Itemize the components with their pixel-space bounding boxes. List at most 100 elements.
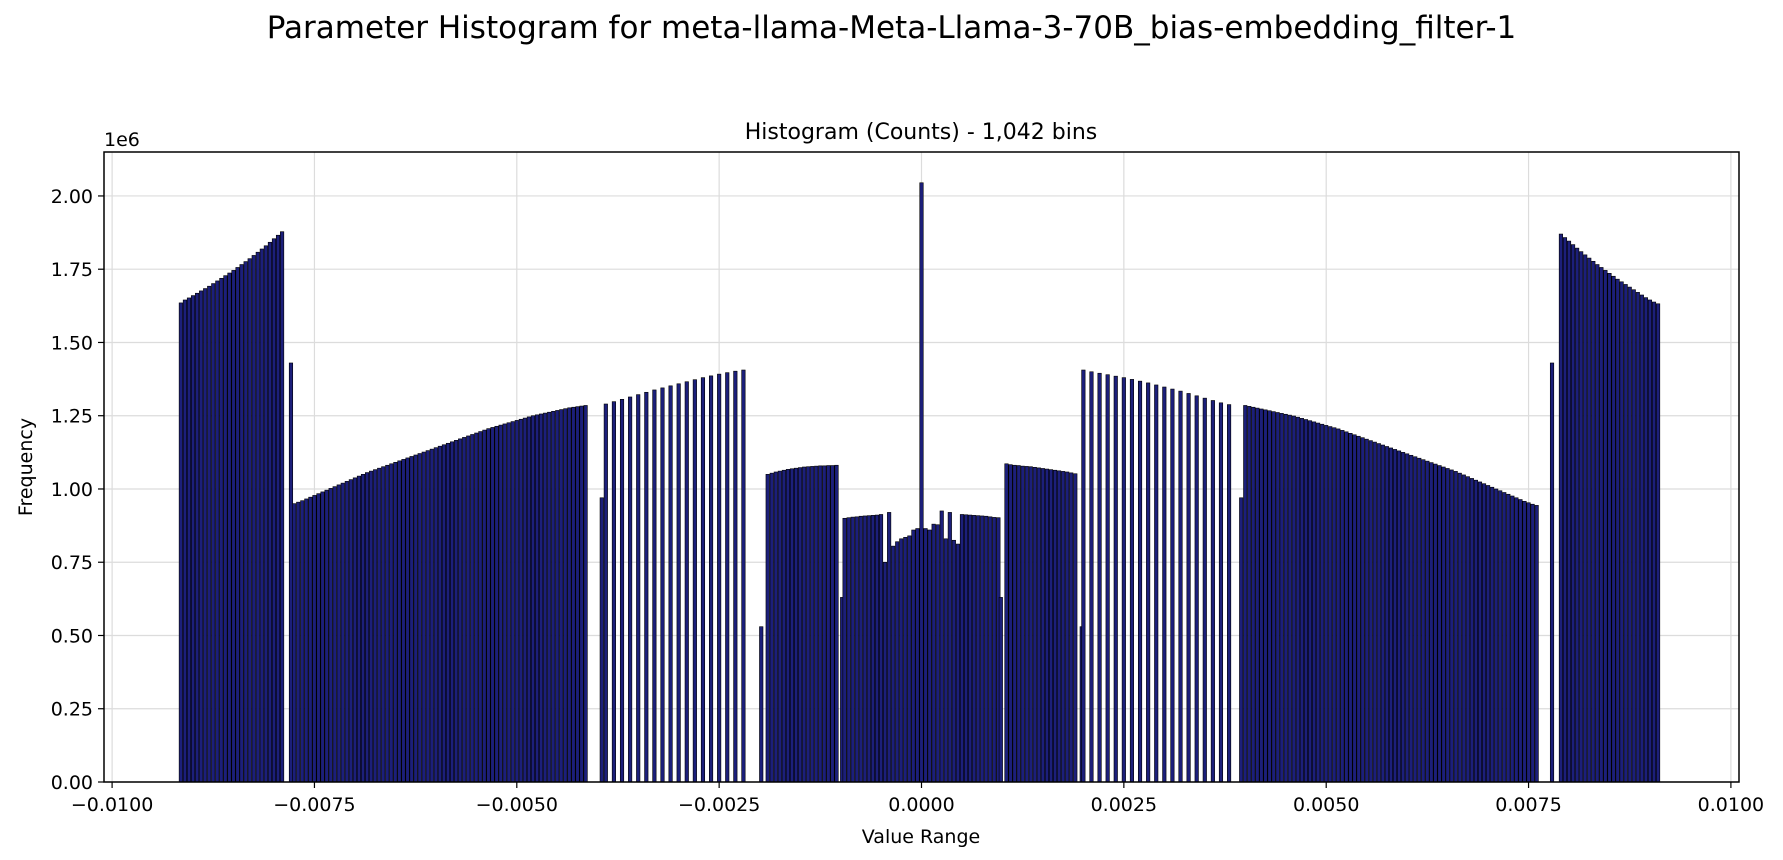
histogram-bar	[239, 264, 244, 783]
histogram-bar	[1024, 466, 1029, 783]
histogram-bar	[547, 411, 552, 783]
histogram-bar	[466, 435, 471, 783]
histogram-bar	[1364, 438, 1369, 783]
histogram-bar	[1121, 377, 1126, 783]
histogram-bar	[1603, 270, 1608, 783]
histogram-bar	[1469, 478, 1474, 783]
histogram-bar	[247, 258, 252, 783]
histogram-bar	[1243, 405, 1248, 783]
histogram-bar	[963, 514, 969, 783]
histogram-bar	[203, 288, 208, 783]
histogram-bar	[1437, 465, 1442, 783]
histogram-bar	[441, 444, 447, 783]
histogram-bar	[235, 267, 240, 783]
histogram-bar	[300, 500, 305, 783]
histogram-bar	[907, 535, 912, 783]
histogram-bar	[1579, 251, 1584, 783]
histogram-bar	[227, 272, 232, 783]
histogram-bar	[818, 465, 823, 783]
histogram-bar	[895, 541, 900, 783]
x-axis-ticks: −0.0100 −0.0075 −0.0050 −0.0025 0.0000 0.0025…	[71, 782, 1764, 816]
histogram-bar	[1623, 284, 1628, 783]
histogram-bar	[733, 370, 738, 783]
y-tick-label: 1.50	[51, 332, 93, 354]
histogram-bar	[765, 474, 770, 783]
y-axis-label: Frequency	[15, 418, 37, 516]
histogram-bar	[911, 529, 916, 783]
histogram-bar	[1441, 466, 1446, 783]
y-axis-ticks: 0.00 0.25 0.50 0.75 1.00 1.25 1.50 1.75 2.00	[51, 186, 104, 794]
y-offset-label: 1e6	[104, 129, 140, 151]
histogram-bar	[1635, 292, 1640, 783]
histogram-bar	[1032, 466, 1037, 783]
histogram-bar	[891, 545, 896, 783]
histogram-bar	[1057, 470, 1062, 783]
histogram-bar	[1048, 469, 1054, 783]
histogram-bar	[571, 406, 576, 783]
histogram-bar	[802, 466, 807, 783]
histogram-bar	[304, 498, 309, 783]
histogram-bar	[1562, 237, 1568, 783]
x-tick-label: 0.0050	[1293, 794, 1359, 816]
histogram-bar	[1344, 431, 1349, 783]
histogram-bar	[190, 295, 196, 783]
histogram-bar	[1307, 420, 1313, 783]
histogram-bar	[1518, 499, 1523, 783]
histogram-bar	[1647, 299, 1653, 783]
histogram-bar	[1619, 281, 1624, 783]
histogram-bar	[988, 516, 993, 783]
chart-title: Histogram (Counts) - 1,042 bins	[745, 120, 1097, 145]
histogram-bar	[759, 626, 764, 783]
histogram-bar	[231, 270, 236, 783]
histogram-bar	[373, 469, 378, 783]
histogram-bar	[846, 517, 851, 783]
histogram-bar	[951, 539, 956, 783]
histogram-bar	[182, 299, 187, 783]
histogram-bar	[915, 528, 920, 783]
histogram-bar	[1380, 444, 1385, 783]
histogram-bar	[352, 477, 357, 783]
histogram-bar	[968, 514, 973, 783]
histogram-bar	[433, 447, 438, 783]
histogram-bar	[429, 448, 434, 783]
histogram-bar	[1028, 466, 1033, 783]
histogram-bar	[494, 425, 499, 783]
histogram-bar	[575, 406, 580, 783]
histogram-bar	[1506, 493, 1511, 783]
histogram-bar	[1044, 468, 1050, 783]
histogram-bar	[1465, 476, 1470, 783]
histogram-bar	[810, 466, 815, 783]
histogram-bar	[1534, 505, 1539, 783]
histogram-bar	[1384, 446, 1389, 783]
histogram-bar	[417, 453, 422, 783]
x-axis-label: Value Range	[862, 826, 980, 848]
histogram-bar	[984, 515, 989, 783]
histogram-bar	[275, 234, 281, 783]
x-tick-label: 0.0000	[888, 794, 954, 816]
histogram-bar	[992, 517, 997, 783]
histogram-bar	[955, 543, 960, 783]
histogram-bar	[1259, 408, 1264, 783]
histogram-bar	[1255, 407, 1260, 783]
histogram-bar	[502, 423, 507, 783]
histogram-bar	[822, 465, 827, 783]
histogram-bar	[1279, 413, 1284, 783]
histogram-bar	[498, 424, 503, 783]
histogram-bar	[854, 516, 859, 783]
histogram-bar	[1490, 486, 1495, 783]
histogram-bar	[360, 474, 366, 783]
histogram-bar	[1356, 435, 1361, 783]
histogram-bar	[1210, 400, 1215, 783]
histogram-bar	[1457, 472, 1462, 783]
histogram-bar	[1486, 485, 1491, 783]
histogram-bar	[401, 459, 406, 783]
histogram-bar	[1611, 275, 1616, 783]
histogram-bar	[1352, 434, 1357, 783]
histogram-bar	[1368, 440, 1373, 783]
histogram-bar	[1320, 423, 1325, 783]
histogram-bar	[927, 529, 932, 783]
histogram-bar	[883, 561, 888, 783]
histogram-bar	[628, 396, 633, 783]
y-tick-label: 1.25	[51, 406, 93, 428]
